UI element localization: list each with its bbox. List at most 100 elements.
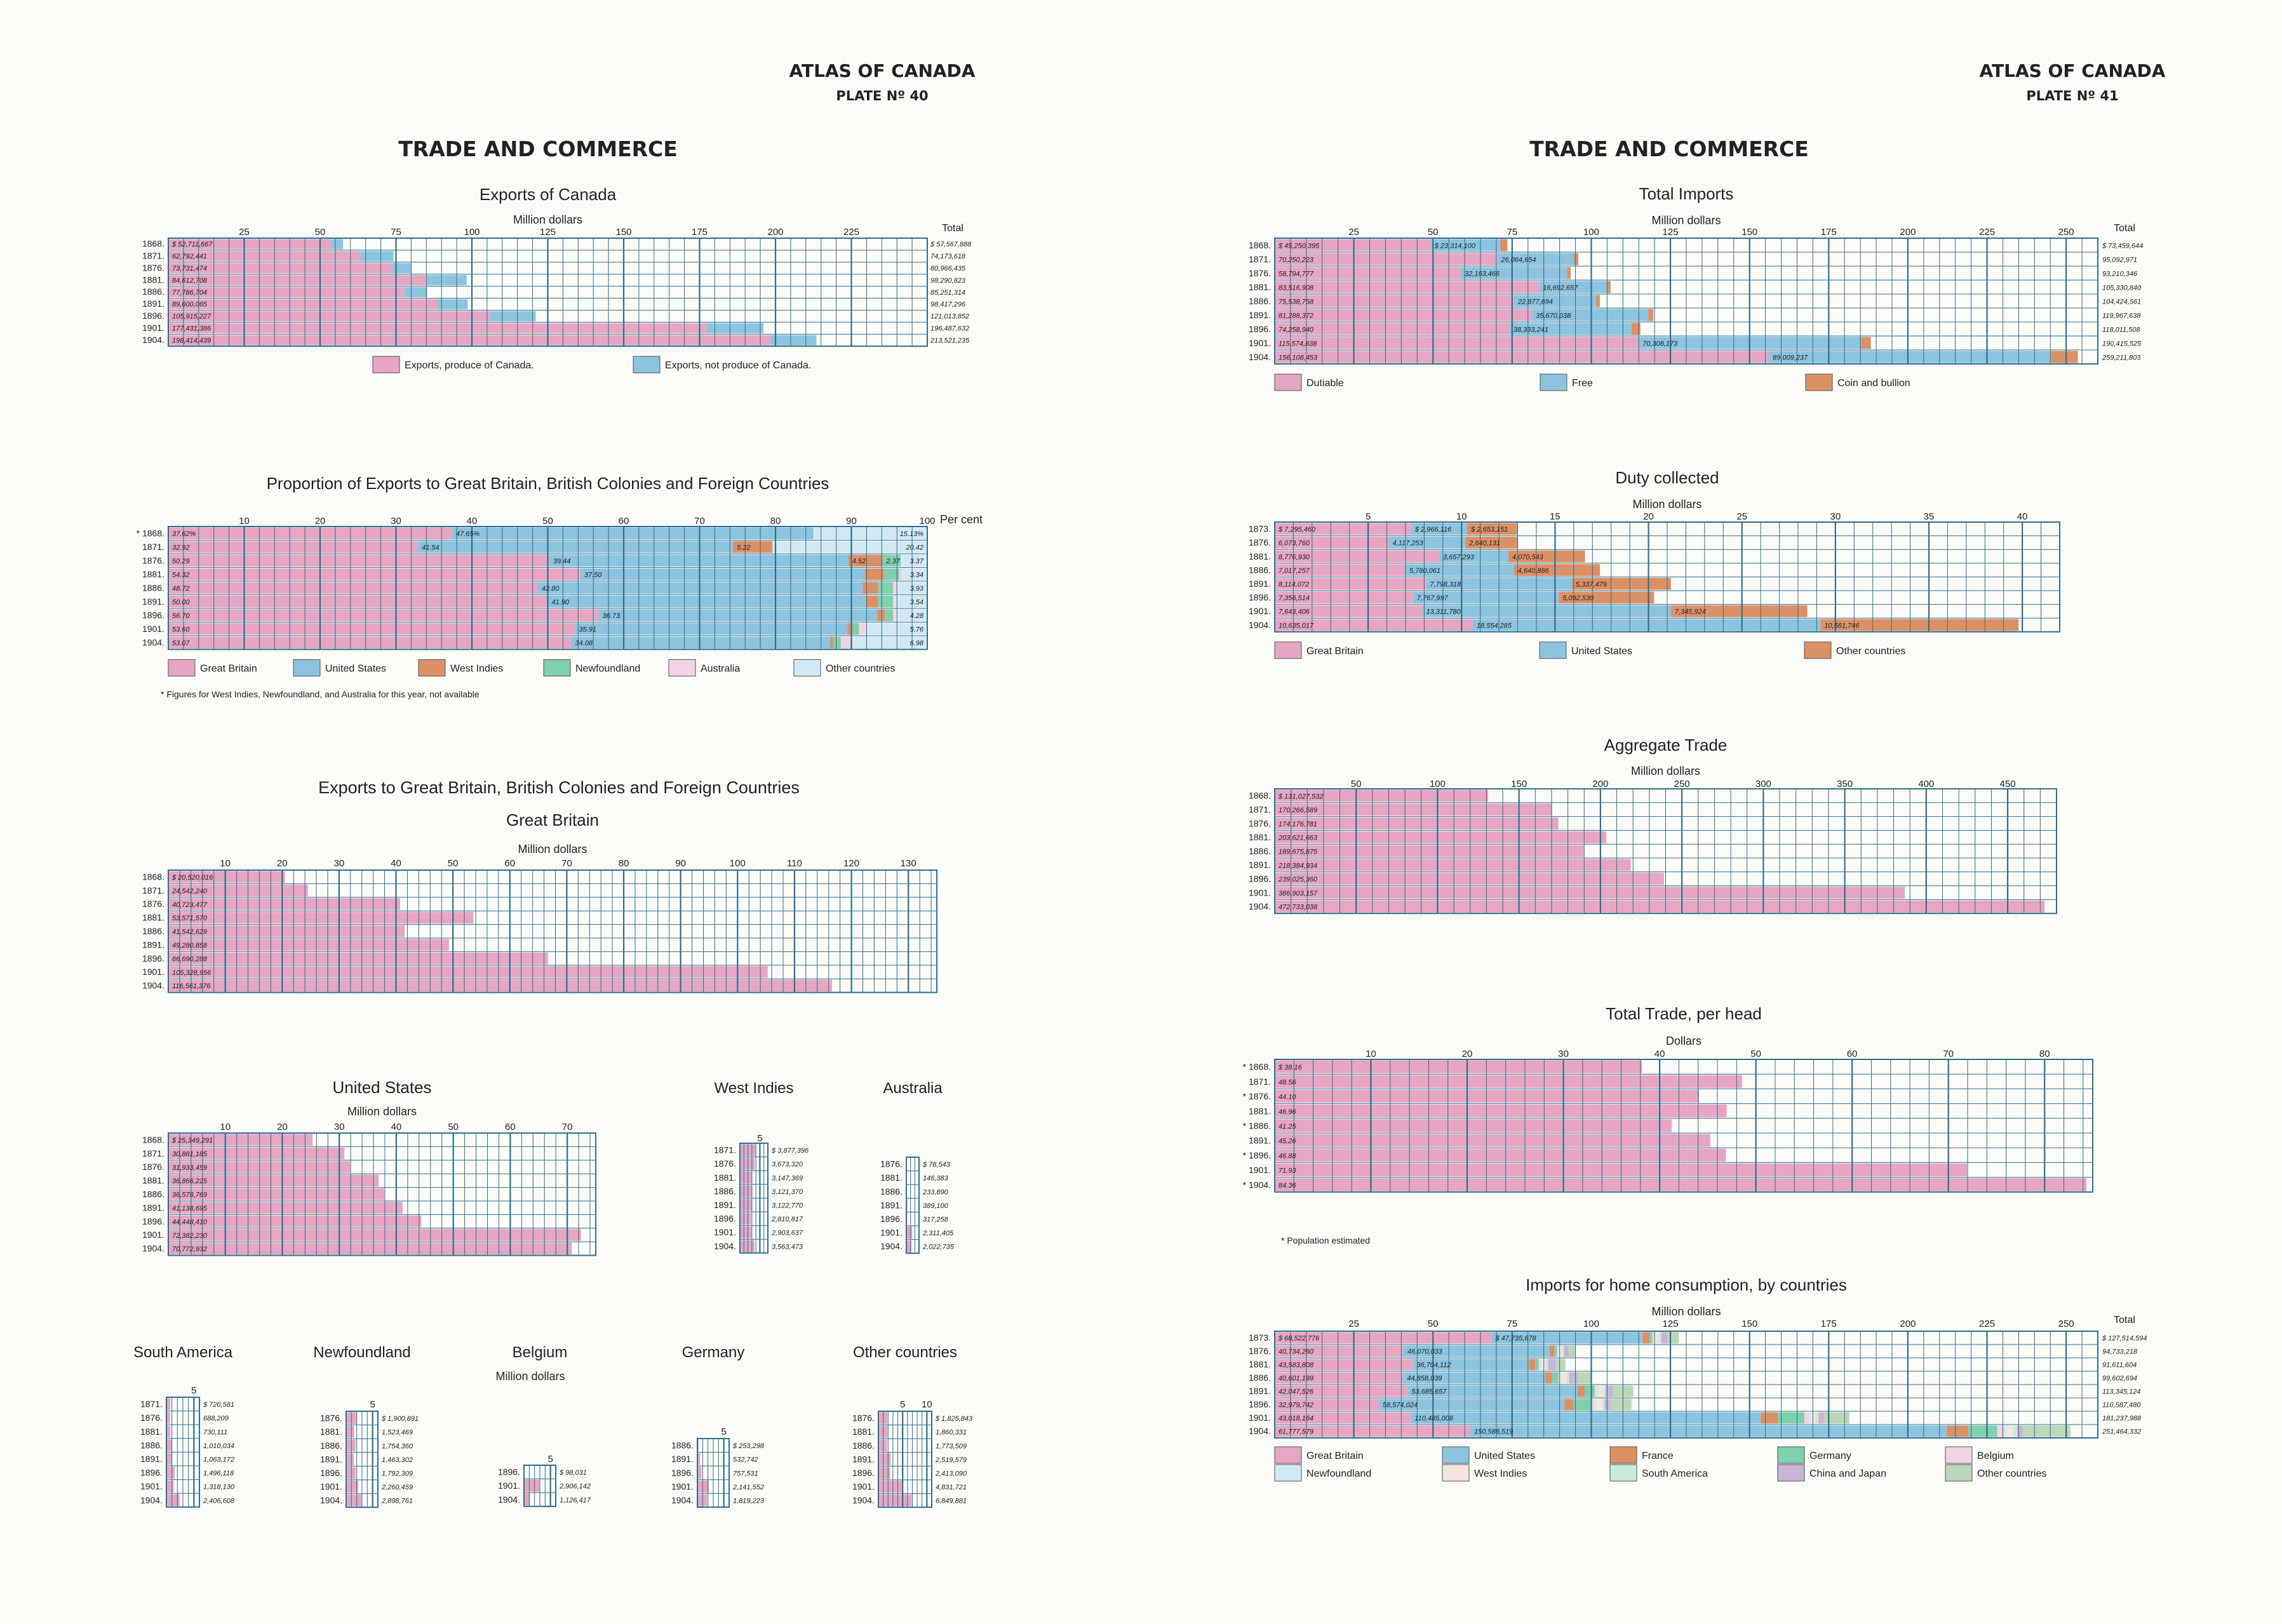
bar-value <box>906 1240 912 1252</box>
tick-label: 70 <box>1943 1049 1954 1059</box>
tick-label: 15 <box>1550 511 1560 522</box>
bar-value <box>168 925 405 937</box>
year-label: 1901. <box>1249 1165 1271 1175</box>
grid <box>346 1411 379 1508</box>
chart-exports-be: Belgium Million dollars 5 1896. 1901. 1904. $ … <box>495 1344 591 1507</box>
year-label: 1886. <box>880 1186 903 1197</box>
bar-value <box>1275 817 1559 829</box>
data-label: 1,792,309 <box>382 1470 413 1478</box>
bar-united-states <box>1491 1332 1643 1344</box>
data-label: 31,933,459 <box>172 1164 207 1172</box>
bar-great-britain <box>1275 523 1411 535</box>
bar-west-indies <box>865 568 884 580</box>
tick-label: 100 <box>1583 1319 1599 1329</box>
year-label: 1881. <box>142 274 164 285</box>
legend-swatch <box>1274 373 1302 391</box>
data-label: 3,673,320 <box>772 1161 803 1169</box>
data-label: 39.44 <box>553 558 571 565</box>
data-label: 2,903,637 <box>771 1230 803 1237</box>
bars <box>1275 1332 2071 1437</box>
data-label: $ 2,653,151 <box>1470 526 1508 534</box>
year-label: 1868. <box>1249 240 1271 250</box>
tick-label: 50 <box>315 227 326 238</box>
data-label: 239,025,360 <box>1278 876 1318 883</box>
bar-value <box>166 1453 173 1465</box>
data-label: 7,643,406 <box>1279 608 1310 616</box>
data-label: 115,574,838 <box>1279 340 1317 347</box>
bar-value <box>740 1185 753 1197</box>
bar-newfoundland <box>1596 1385 1598 1397</box>
year-label: 1896. <box>140 1468 163 1478</box>
bar-united-states <box>1411 1412 1761 1424</box>
bar-great-britain <box>1275 1385 1408 1397</box>
unit-label: Million dollars <box>518 843 587 856</box>
year-label: 1891. <box>1249 1386 1271 1396</box>
bar-value <box>740 1226 752 1238</box>
data-label: 2,640,131 <box>1468 540 1500 547</box>
legend: Exports, produce of Canada. Exports, not … <box>372 356 811 373</box>
data-label: 53,571,570 <box>172 915 208 922</box>
data-label: 40,734,260 <box>1279 1348 1314 1356</box>
bar-newfoundland <box>1560 1372 1562 1384</box>
year-label: * 1868. <box>1243 1062 1271 1072</box>
data-label: 42.80 <box>542 585 560 593</box>
tick-label: 175 <box>1821 227 1837 238</box>
legend: Great Britain United States France Germany B… <box>1274 1446 2046 1482</box>
bar-exports-not-produce-of-canada- <box>770 335 817 346</box>
tick-label: 100 <box>1583 227 1599 238</box>
bar-germany <box>1584 1385 1595 1397</box>
tick-label: 5 <box>191 1385 196 1396</box>
tick-label: 350 <box>1837 779 1853 789</box>
year-label: 1868. <box>142 1134 164 1144</box>
bars <box>168 527 927 648</box>
chart-exports-de: Germany 5 1886. 1891. 1896. 1901. 1904. $ 253,2… <box>671 1344 765 1508</box>
chart-exports-us: United States Million dollars 10 20 30 40 50 60… <box>142 1078 596 1256</box>
tick-label: 80 <box>2039 1049 2050 1059</box>
data-label: $ 47,735,678 <box>1494 1335 1536 1343</box>
bar-other-countries <box>1569 1345 1576 1357</box>
year-label: 1871. <box>1249 804 1271 814</box>
data-label: 4,117,253 <box>1393 540 1424 547</box>
tick-label: 250 <box>2058 227 2074 238</box>
tick-label: 70 <box>562 1122 573 1132</box>
legend-swatch <box>1777 1464 1805 1482</box>
legend-swatch <box>1805 373 1833 391</box>
bar-other-countries <box>1467 523 1518 535</box>
bar-value <box>166 1466 175 1479</box>
tick-label: 10 <box>220 1122 231 1132</box>
data-label: 105,328,956 <box>172 969 211 977</box>
tick-label: 10 <box>239 516 250 527</box>
year-label: 1901. <box>498 1480 520 1491</box>
year-label: 1873. <box>1249 524 1271 534</box>
bar-exports-produce-of-canada- <box>168 299 438 309</box>
frame <box>906 1157 920 1254</box>
data-label: 177,431,386 <box>172 325 211 333</box>
bar-other-countries <box>1559 591 1654 604</box>
legend-swatch <box>1777 1446 1805 1464</box>
year-label: 1891. <box>852 1454 875 1464</box>
data-label: 2,519,579 <box>935 1456 967 1464</box>
data-label: $ 1,900,891 <box>381 1415 419 1423</box>
bar-west-indies <box>2007 1425 2013 1437</box>
tick-label: 10 <box>1366 1049 1376 1059</box>
tick-label: 225 <box>843 227 859 238</box>
year-label: 1871. <box>142 885 164 896</box>
chart-imports-countries: Imports for home consumption, by countri… <box>1249 1275 2147 1482</box>
bar-united-states <box>1406 564 1514 576</box>
bar-dutiable <box>1275 309 1533 321</box>
bar-free <box>1430 239 1500 252</box>
year-label: 1881. <box>1249 1359 1271 1369</box>
bar-value <box>524 1480 540 1492</box>
data-label: 35,670,038 <box>1536 312 1571 319</box>
bar-newfoundland <box>885 609 894 621</box>
tick-label: 225 <box>1979 227 1995 238</box>
data-label: 50.29 <box>172 558 190 565</box>
bar-united-states <box>571 636 831 648</box>
year-label: 1886. <box>671 1440 694 1451</box>
bar-belgium <box>1557 1345 1559 1357</box>
bar-exports-produce-of-canada- <box>168 263 393 274</box>
bar-australia <box>893 609 896 621</box>
legend-label: Great Britain <box>200 664 257 674</box>
data-label: 53.60 <box>172 626 190 634</box>
tick-label: 80 <box>770 516 781 527</box>
